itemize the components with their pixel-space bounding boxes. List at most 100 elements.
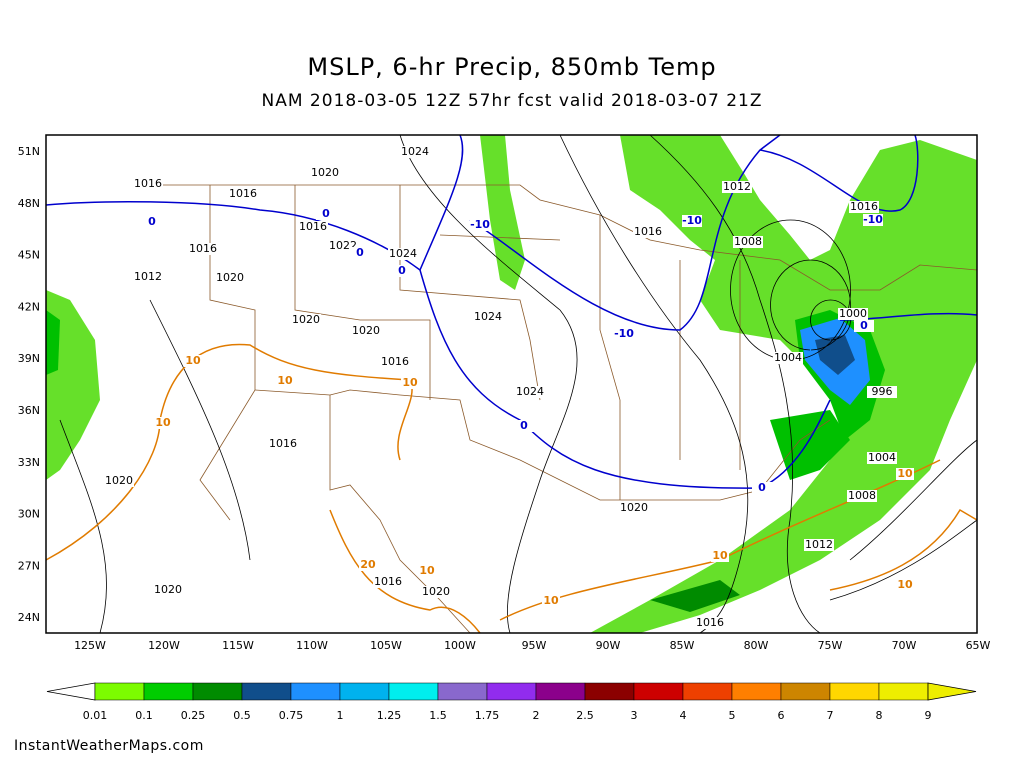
warm-isotherm-label: 10 — [897, 578, 913, 591]
isobar-label: 1020 — [292, 313, 320, 326]
colorbar-label: 1 — [337, 709, 344, 722]
isotherm-label-bg — [682, 215, 702, 227]
colorbar-box — [339, 682, 390, 701]
lat-label: 51N — [18, 145, 40, 158]
isobar-label-bg — [188, 243, 218, 255]
isobar-label: 1016 — [381, 355, 409, 368]
lon-label: 115W — [222, 639, 254, 652]
lon-label: 110W — [296, 639, 328, 652]
isobar-label: 1020 — [154, 583, 182, 596]
colorbar-label: 3 — [631, 709, 638, 722]
isobar-label: 1016 — [374, 575, 402, 588]
cold-isotherm-label: 0 — [520, 419, 528, 432]
isotherm-label-bg — [276, 375, 294, 387]
colorbar-box — [829, 682, 880, 701]
lat-label: 30N — [18, 508, 40, 521]
warm-isotherm-label: 10 — [155, 416, 171, 429]
subtitle: NAM 2018-03-05 12Z 57hr fcst valid 2018-… — [262, 91, 763, 111]
colorbar-box — [486, 682, 537, 701]
isotherm-label-bg — [470, 219, 490, 231]
isobar-label: 1000 — [839, 307, 867, 320]
colorbar-box — [535, 682, 586, 701]
cold-isotherm-label: 0 — [758, 481, 766, 494]
isobar-label-bg — [268, 438, 298, 450]
colorbar-label: 5 — [729, 709, 736, 722]
isotherm-label-bg — [184, 355, 202, 367]
isobar-label: 1024 — [401, 145, 429, 158]
isobar-label: 1020 — [620, 501, 648, 514]
colorbar-label: 1.5 — [429, 709, 447, 722]
warm-isotherm-label: 20 — [360, 558, 376, 571]
isobar-label: 996 — [872, 385, 893, 398]
colorbar-label: 4 — [680, 709, 687, 722]
isotherm-label-bg — [154, 417, 172, 429]
colorbar-box — [633, 682, 684, 701]
colorbar-box — [682, 682, 733, 701]
isotherm-label-bg — [711, 550, 729, 562]
colorbar-label: 0.5 — [233, 709, 251, 722]
colorbar-box — [731, 682, 782, 701]
colorbar-box — [241, 682, 292, 701]
cold-isotherm-label: 0 — [860, 319, 868, 332]
borders — [150, 184, 978, 634]
credit: InstantWeatherMaps.com — [14, 738, 204, 754]
lat-label: 39N — [18, 352, 40, 365]
isobar-label-bg — [733, 236, 763, 248]
isobar-label-bg — [298, 221, 328, 233]
colorbar-label: 7 — [827, 709, 834, 722]
colorbar-box — [780, 682, 831, 701]
colorbar-label: 0.25 — [181, 709, 206, 722]
isotherm-label-bg — [359, 559, 377, 571]
colorbar-box — [878, 682, 929, 701]
colorbar-label: 0.01 — [83, 709, 108, 722]
colorbar-label: 0.1 — [135, 709, 153, 722]
isobar-label-bg — [804, 539, 834, 551]
cold-isotherm-label: -10 — [682, 214, 702, 227]
isobar-label: 1016 — [696, 616, 724, 629]
colorbar-box — [94, 682, 145, 701]
isotherm-label-bg — [614, 328, 634, 340]
cold-isotherm-label: 0 — [322, 207, 330, 220]
isobar-label: 1016 — [634, 225, 662, 238]
isobar-label-bg — [228, 188, 258, 200]
warm-isotherm-label: 10 — [185, 354, 201, 367]
isobars — [59, 134, 978, 634]
colorbar-box — [143, 682, 194, 701]
colorbar-label: 6 — [778, 709, 785, 722]
colorbar-right-arrow — [927, 682, 977, 701]
isobar-label-bg — [695, 617, 725, 629]
isobar-label-bg — [773, 352, 803, 364]
isobar-label: 1012 — [134, 270, 162, 283]
isobar-label-bg — [722, 181, 752, 193]
colorbar-label: 8 — [876, 709, 883, 722]
isobar-label: 1016 — [299, 220, 327, 233]
isobar-label-bg — [849, 201, 879, 213]
lon-label: 95W — [522, 639, 547, 652]
isobar-label-bg — [153, 584, 183, 596]
isobar-label: 1004 — [868, 451, 896, 464]
title: MSLP, 6-hr Precip, 850mb Temp — [307, 53, 716, 81]
isobar-label-bg — [133, 178, 163, 190]
colorbar-box — [437, 682, 488, 701]
isobar-label-bg — [867, 386, 897, 398]
warm-isotherm-label: 10 — [543, 594, 559, 607]
lat-label: 33N — [18, 456, 40, 469]
warm-isotherm-label: 10 — [402, 376, 418, 389]
warm-isotherm-label: 10 — [277, 374, 293, 387]
lon-label: 105W — [370, 639, 402, 652]
lat-label: 24N — [18, 611, 40, 624]
isobar-label-bg — [388, 248, 418, 260]
isobar-label-bg — [380, 356, 410, 368]
isobar-label: 1020 — [105, 474, 133, 487]
warm-isotherm-label: 10 — [897, 467, 913, 480]
isotherm-label-bg — [142, 216, 162, 228]
colorbar-label: 2.5 — [576, 709, 594, 722]
isobar-label: 1016 — [189, 242, 217, 255]
colorbar-label: 1.75 — [475, 709, 500, 722]
isobar-label-bg — [215, 272, 245, 284]
colorbar-label: 9 — [925, 709, 932, 722]
isobar-label: 1020 — [352, 324, 380, 337]
isotherm-label-bg — [418, 565, 436, 577]
cold-isotherm-label: 0 — [356, 246, 364, 259]
